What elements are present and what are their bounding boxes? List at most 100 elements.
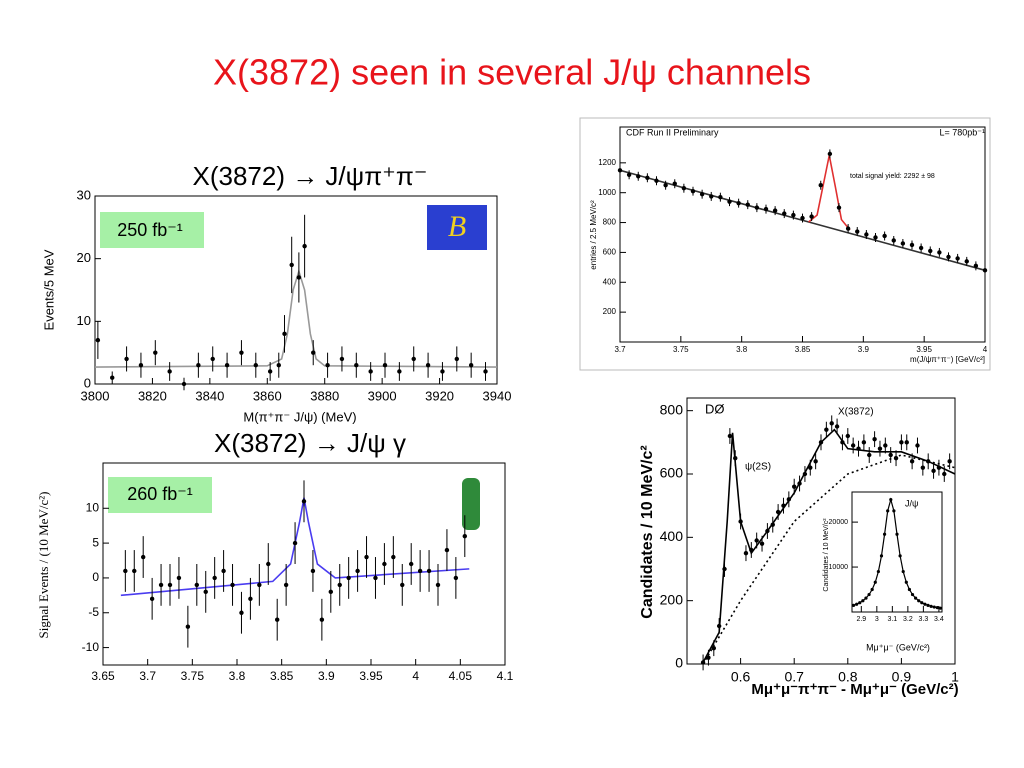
x-tick-label: 0.9 <box>892 669 912 685</box>
data-point <box>893 455 899 461</box>
data-point <box>210 356 215 362</box>
x-tick-label: 3820 <box>138 388 167 403</box>
data-point <box>153 350 158 355</box>
x-axis-label: m(J/ψπ⁺π⁻) [GeV/c²] <box>910 355 985 364</box>
data-point <box>248 596 253 602</box>
x-tick-label: 3.65 <box>91 669 115 683</box>
data-point <box>346 575 351 581</box>
slide-title: X(3872) seen in several J/ψ channels <box>213 52 811 93</box>
y-axis-label: Signal Events / (10 MeV/c²) <box>36 492 51 639</box>
data-point <box>337 582 342 588</box>
data-point <box>167 369 172 374</box>
data-point <box>946 254 951 260</box>
x-tick-label: 4.05 <box>449 669 473 683</box>
data-point <box>775 509 781 515</box>
data-point <box>907 587 912 592</box>
data-point <box>325 363 330 368</box>
data-point <box>425 363 431 368</box>
x-tick-label: 3940 <box>483 388 512 403</box>
y-tick-label: 0 <box>92 570 99 584</box>
data-point <box>904 440 909 445</box>
data-point <box>176 575 182 581</box>
data-point <box>754 205 760 210</box>
data-point <box>926 459 931 464</box>
y-tick-label: 20000 <box>829 519 849 526</box>
chart-title: X(3872) → J/ψπ⁺π⁻ <box>192 161 427 191</box>
data-point <box>829 421 834 426</box>
data-point <box>818 440 824 445</box>
data-point <box>931 468 936 474</box>
data-point <box>964 259 969 264</box>
data-point <box>818 183 823 188</box>
x-tick-label: 3.75 <box>181 669 205 683</box>
data-point <box>736 200 741 206</box>
data-point <box>138 363 144 368</box>
y-tick-label: -5 <box>88 605 99 619</box>
annotation: 260 fb⁻¹ <box>127 484 193 504</box>
data-point <box>230 582 235 588</box>
data-point <box>754 538 759 543</box>
x-tick-label: 3.9 <box>858 345 870 354</box>
data-point <box>923 602 927 606</box>
data-point <box>95 337 101 343</box>
x-tick-label: 3.75 <box>673 345 689 354</box>
cdf-frame <box>579 117 991 371</box>
y-tick-label: 400 <box>603 277 617 286</box>
data-point <box>167 582 173 588</box>
data-point <box>239 350 244 355</box>
x-tick-label: 3 <box>875 616 879 623</box>
data-point <box>900 241 906 246</box>
data-point <box>654 178 659 183</box>
data-point <box>699 191 705 197</box>
data-point <box>864 596 868 600</box>
y-tick-label: 1200 <box>598 158 616 167</box>
data-point <box>745 202 750 207</box>
annotation: J/ψ <box>905 498 918 508</box>
x-tick-label: 3.95 <box>359 669 383 683</box>
data-point <box>267 369 273 374</box>
y-axis-label: entries / 2.5 MeV/c² <box>589 200 598 270</box>
data-point <box>824 427 829 432</box>
data-point <box>879 554 884 558</box>
data-point <box>797 481 802 486</box>
data-point <box>266 561 271 567</box>
data-point <box>792 484 797 489</box>
x-tick-label: 3860 <box>253 388 282 403</box>
data-point <box>382 363 388 368</box>
data-point <box>955 256 960 261</box>
lumi-box <box>108 477 212 513</box>
y-tick-label: 600 <box>603 248 617 257</box>
data-point <box>808 465 813 470</box>
data-point <box>898 554 902 558</box>
data-point <box>283 582 289 588</box>
data-point <box>809 214 814 219</box>
data-point <box>861 440 867 445</box>
data-point <box>891 238 896 243</box>
data-point <box>672 181 677 186</box>
data-point <box>855 602 859 606</box>
data-point <box>440 369 445 374</box>
data-point <box>856 446 861 451</box>
annotation: 250 fb⁻¹ <box>117 220 183 240</box>
data-point <box>873 580 877 584</box>
data-point <box>800 215 805 221</box>
y-tick-label: 10000 <box>829 564 849 571</box>
data-point <box>275 617 280 622</box>
data-point <box>706 655 711 660</box>
data-point <box>411 356 416 362</box>
data-point <box>141 554 146 560</box>
x-tick-label: 3.8 <box>736 345 748 354</box>
data-point <box>743 550 749 556</box>
y-axis-label: Candidates / 10 MeV/c² <box>639 445 656 618</box>
data-point <box>727 199 732 204</box>
y-tick-label: 800 <box>660 401 684 417</box>
data-point <box>617 168 623 173</box>
data-point <box>409 561 414 567</box>
x-tick-label: 3.9 <box>318 669 335 683</box>
data-point <box>253 363 258 368</box>
data-point <box>845 226 851 231</box>
data-point <box>636 174 641 179</box>
data-point <box>181 381 187 387</box>
data-point <box>339 356 345 362</box>
data-point <box>935 606 939 610</box>
